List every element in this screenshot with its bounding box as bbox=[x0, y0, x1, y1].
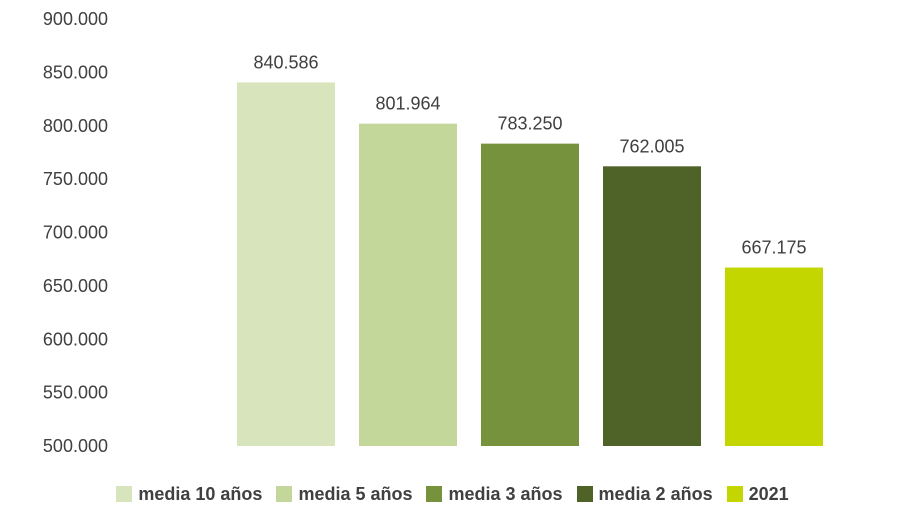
legend-item: media 2 años bbox=[576, 483, 713, 505]
data-label: 783.250 bbox=[497, 114, 562, 134]
y-tick-label: 900.000 bbox=[43, 9, 108, 29]
y-tick-label: 600.000 bbox=[43, 329, 108, 349]
legend-swatch bbox=[726, 486, 743, 502]
y-tick-label: 700.000 bbox=[43, 223, 108, 243]
bar bbox=[725, 267, 823, 446]
y-tick-label: 850.000 bbox=[43, 62, 108, 82]
data-label: 801.964 bbox=[375, 94, 440, 114]
legend-swatch bbox=[116, 486, 133, 502]
legend-item: 2021 bbox=[726, 483, 789, 505]
y-tick-label: 550.000 bbox=[43, 383, 108, 403]
bar bbox=[481, 143, 579, 447]
legend-swatch bbox=[276, 486, 293, 502]
legend: media 10 años media 5 años media 3 años med… bbox=[0, 480, 905, 508]
bar bbox=[603, 166, 701, 446]
data-label: 840.586 bbox=[253, 52, 318, 72]
legend-swatch bbox=[576, 486, 593, 502]
legend-item: media 10 años bbox=[116, 484, 262, 505]
y-tick-label: 500.000 bbox=[43, 436, 108, 456]
legend-label: media 5 años bbox=[298, 483, 413, 504]
data-label: 667.175 bbox=[741, 238, 806, 258]
legend-swatch bbox=[426, 486, 443, 502]
legend-label: 2021 bbox=[748, 483, 789, 504]
y-tick-label: 650.000 bbox=[43, 276, 108, 296]
legend-item: media 3 años bbox=[426, 483, 563, 505]
legend-item: media 5 años bbox=[276, 484, 412, 505]
y-tick-label: 750.000 bbox=[43, 169, 108, 189]
bar bbox=[237, 82, 335, 447]
bar bbox=[359, 123, 457, 446]
y-tick-label: 800.000 bbox=[43, 116, 108, 136]
legend-label: media 2 años bbox=[598, 483, 713, 504]
legend-label: media 3 años bbox=[448, 483, 563, 504]
data-label: 762.005 bbox=[619, 136, 684, 156]
legend-label: media 10 años bbox=[138, 483, 263, 504]
